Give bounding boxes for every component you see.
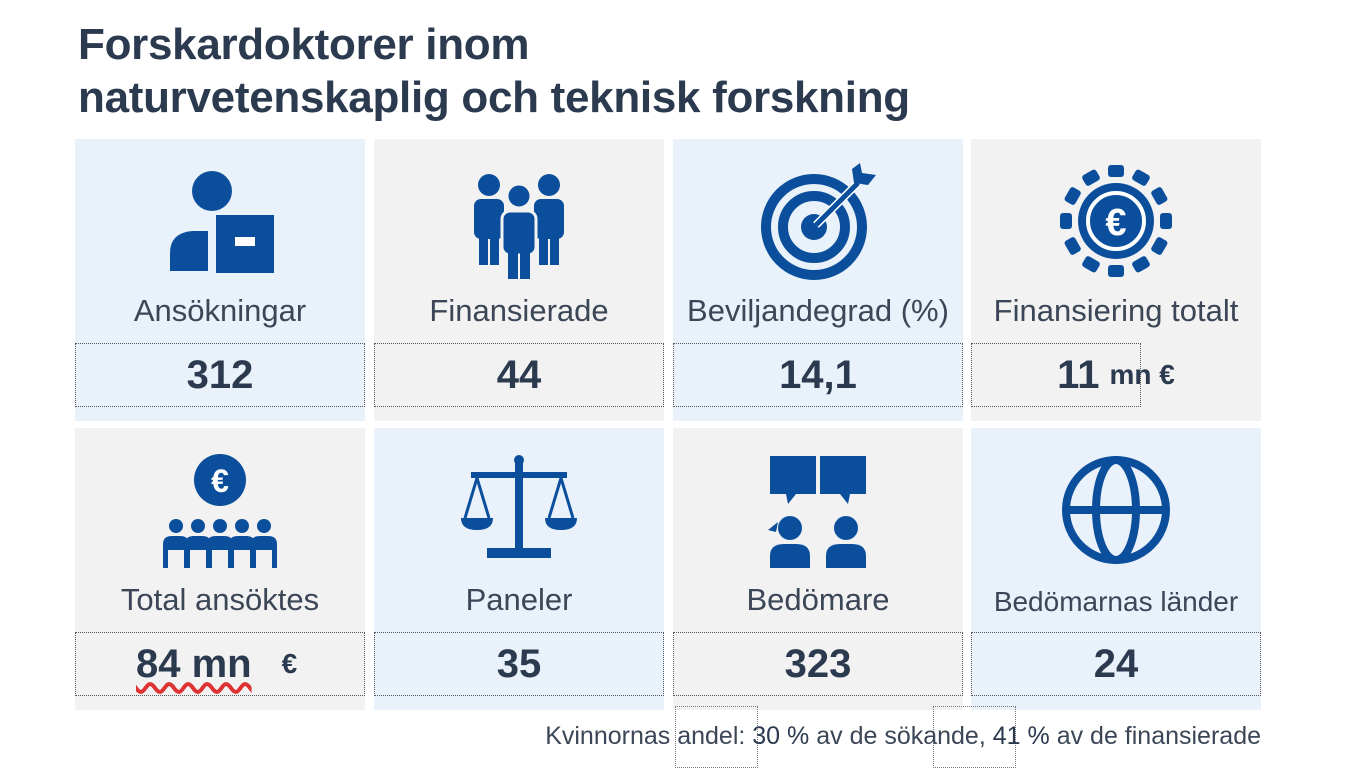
card-label: Ansökningar: [133, 293, 307, 328]
title-line-1: Forskardoktorer inom: [78, 20, 530, 69]
card-value: 312: [186, 352, 254, 397]
target-with-arrow-icon: [758, 161, 878, 281]
card-label: Bedömare: [746, 582, 890, 617]
person-with-document-icon: [160, 161, 280, 281]
footer-suffix: av de finansierade: [1056, 722, 1261, 750]
card-value: 14,1: [779, 352, 857, 397]
footer-pct-funded: 41 %: [992, 722, 1050, 750]
card-total-applied: € Total ansöktes 84 mn €: [75, 428, 365, 710]
card-value: 84 mn: [136, 641, 252, 686]
card-label: Beviljandegrad (%): [687, 293, 949, 328]
card-value-box: 323: [673, 632, 963, 696]
card-funded: Finansierade 44: [374, 139, 664, 421]
footer-mid: av de sökande,: [816, 722, 986, 750]
card-value-box: 44: [374, 343, 664, 407]
card-applications: Ansökningar 312: [75, 139, 365, 421]
svg-text:€: €: [1105, 202, 1126, 244]
card-value-unit: €: [281, 648, 298, 679]
card-value-row: 11 mn €: [971, 343, 1261, 407]
footer-pct-applicants: 30 %: [752, 722, 810, 750]
card-value-box: 312: [75, 343, 365, 407]
card-grant-rate: Beviljandegrad (%) 14,1: [673, 139, 963, 421]
card-total-funding: € Finansiering totalt 11 mn €: [971, 139, 1261, 421]
card-value: 11: [1057, 352, 1100, 397]
title-line-2: naturvetenskaplig och teknisk forskning: [78, 73, 910, 122]
globe-icon: [1056, 450, 1176, 570]
card-value: 35: [496, 641, 542, 686]
euro-with-people-icon: €: [160, 450, 280, 570]
card-label: Total ansöktes: [120, 582, 320, 617]
svg-text:€: €: [211, 463, 229, 499]
scales-icon: [459, 450, 579, 570]
footer-prefix: Kvinnornas andel:: [545, 722, 746, 750]
card-label: Finansierade: [429, 293, 609, 328]
card-value: 323: [784, 641, 852, 686]
footer-women-share: Kvinnornas andel: 30 % av de sökande, 41…: [545, 722, 1261, 751]
card-panels: Paneler 35: [374, 428, 664, 710]
card-value-box: 24: [971, 632, 1261, 696]
card-value-box: [971, 343, 1141, 407]
card-label: Finansiering totalt: [993, 293, 1239, 328]
card-value: 24: [1093, 641, 1139, 686]
card-value: 44: [496, 352, 542, 397]
card-value-box: 14,1: [673, 343, 963, 407]
people-discussing-icon: [758, 450, 878, 570]
card-reviewers: Bedömare 323: [673, 428, 963, 710]
card-value-box: 84 mn €: [75, 632, 365, 696]
card-reviewer-countries: Bedömarnas länder 24: [971, 428, 1261, 710]
euro-coin-icon: €: [1056, 161, 1176, 281]
card-value-unit: mn €: [1109, 359, 1175, 390]
card-value-box: 35: [374, 632, 664, 696]
card-label: Bedömarnas länder: [993, 586, 1239, 617]
page-title: Forskardoktorer inom naturvetenskaplig o…: [78, 18, 910, 124]
card-label: Paneler: [465, 582, 573, 617]
group-of-people-icon: [459, 161, 579, 281]
